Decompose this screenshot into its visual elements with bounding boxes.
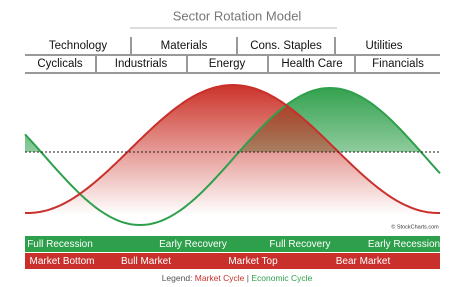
legend-label: Legend: — [162, 273, 193, 283]
sector: Cyclicals — [37, 58, 83, 70]
economic-phase: Early Recovery — [159, 239, 227, 250]
market-phase: Bear Market — [336, 256, 391, 267]
economic-phase: Early Recession — [368, 239, 440, 250]
sector: Technology — [49, 40, 107, 52]
market-bar — [25, 253, 440, 269]
sector: Energy — [209, 58, 246, 70]
economic-phase: Full Recession — [27, 239, 93, 250]
cycle-curves — [24, 84, 441, 227]
market-fill — [25, 85, 440, 215]
market-phase: Market Top — [228, 256, 278, 267]
sector-table — [25, 37, 440, 74]
title: Sector Rotation Model — [173, 8, 302, 23]
legend-market: Market Cycle — [195, 273, 245, 283]
market-phase: Bull Market — [121, 256, 171, 267]
market-phase: Market Bottom — [29, 256, 94, 267]
sector: Financials — [372, 58, 424, 70]
sector: Cons. Staples — [250, 40, 322, 52]
market-curve — [24, 84, 440, 214]
legend: Legend: Market Cycle | Economic Cycle — [162, 273, 313, 283]
copyright: © StockCharts.com — [391, 223, 439, 230]
sector: Health Care — [281, 58, 342, 70]
economic-phase: Full Recovery — [269, 239, 330, 250]
legend-economic: Economic Cycle — [251, 273, 312, 283]
economic-curve — [24, 86, 441, 227]
economic-bar — [25, 236, 440, 252]
sector: Utilities — [365, 40, 402, 52]
legend-separator: | — [247, 273, 249, 283]
economic-fill — [25, 88, 440, 152]
sector: Industrials — [115, 58, 168, 70]
sector: Materials — [161, 40, 208, 52]
